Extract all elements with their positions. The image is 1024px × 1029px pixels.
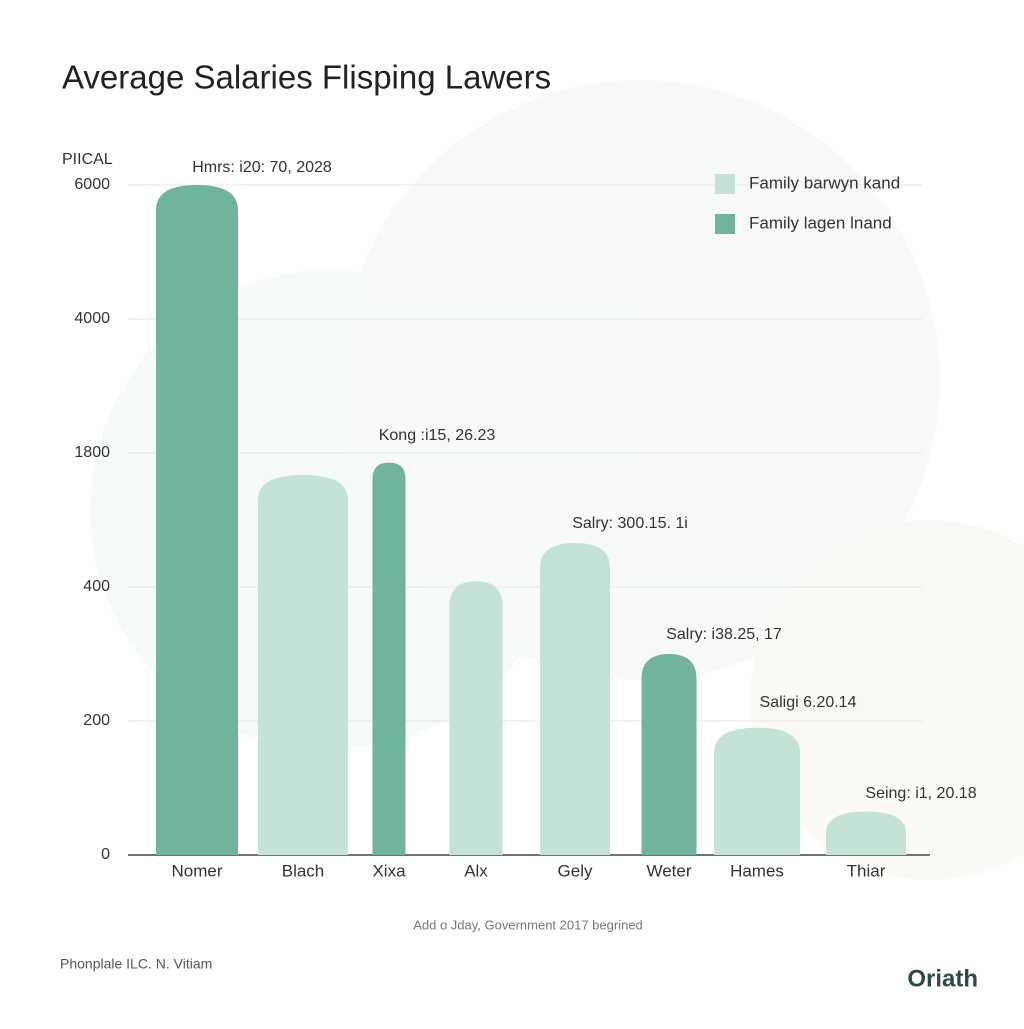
annotation: Kong :i15, 26.23 [379,427,496,444]
legend-label: Family barwyn kand [749,173,900,192]
bar [714,727,800,855]
y-tick-label: 6000 [74,176,110,193]
y-tick-label: 400 [83,578,110,595]
bar [641,654,697,855]
blob [340,80,940,680]
annotation: Salry: 300.15. 1i [572,515,688,532]
legend-swatch [715,214,735,234]
annotation: Salry: i38.25, 17 [666,626,782,643]
y-tick-label: 1800 [74,444,110,461]
x-tick-label: Thiar [847,861,886,880]
brand: Oriath [907,965,978,992]
x-tick-label: Alx [464,861,488,880]
annotation: Hmrs: i20: 70, 2028 [192,159,332,176]
x-tick-label: Xixa [372,861,406,880]
y-tick-label: 200 [83,712,110,729]
x-tick-label: Nomer [171,861,222,880]
y-tick-label: 4000 [74,310,110,327]
y-tick-label: 0 [101,846,110,863]
bar [826,811,906,855]
bar [449,581,503,855]
annotation: Saligi 6.20.14 [760,694,857,711]
annotation: Seing: i1, 20.18 [865,785,976,802]
chart-title: Average Salaries Flisping Lawers [62,59,551,96]
legend-swatch [715,174,735,194]
y-axis-label: PIICAL [62,151,113,168]
x-tick-label: Blach [282,861,325,880]
bar [258,475,348,855]
x-tick-label: Weter [646,861,691,880]
legend-label: Family lagen lnand [749,213,892,232]
source: Phonplale ILC. N. Vitiam [60,956,212,972]
footnote: Add o Jday, Government 2017 begrined [413,917,643,932]
x-tick-label: Hames [730,861,784,880]
blob [750,520,1024,880]
x-tick-label: Gely [558,861,593,880]
bar [540,542,610,855]
bar [156,185,238,855]
bar [372,462,406,855]
